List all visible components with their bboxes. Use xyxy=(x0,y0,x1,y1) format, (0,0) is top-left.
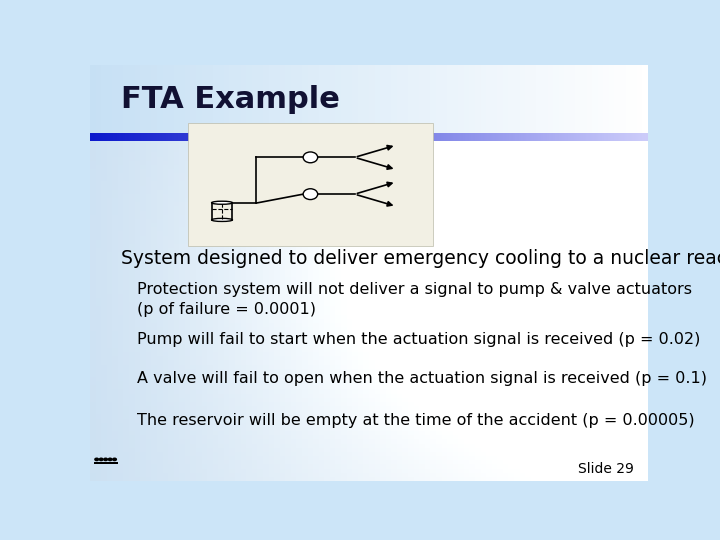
Ellipse shape xyxy=(212,201,233,204)
Circle shape xyxy=(107,457,112,461)
Circle shape xyxy=(103,457,108,461)
Text: System designed to deliver emergency cooling to a nuclear reactor.: System designed to deliver emergency coo… xyxy=(121,248,720,268)
Circle shape xyxy=(99,457,104,461)
Text: A valve will fail to open when the actuation signal is received (p = 0.1): A valve will fail to open when the actua… xyxy=(138,371,708,386)
Ellipse shape xyxy=(212,218,233,221)
Circle shape xyxy=(303,152,318,163)
Text: The reservoir will be empty at the time of the accident (p = 0.00005): The reservoir will be empty at the time … xyxy=(138,413,695,428)
Text: Pump will fail to start when the actuation signal is received (p = 0.02): Pump will fail to start when the actuati… xyxy=(138,332,701,347)
Circle shape xyxy=(112,457,117,461)
FancyBboxPatch shape xyxy=(94,462,118,464)
Circle shape xyxy=(94,457,99,461)
Text: Protection system will not deliver a signal to pump & valve actuators
(p of fail: Protection system will not deliver a sig… xyxy=(138,282,693,317)
Text: FTA Example: FTA Example xyxy=(121,85,340,113)
Circle shape xyxy=(303,189,318,200)
Text: Slide 29: Slide 29 xyxy=(578,462,634,476)
FancyBboxPatch shape xyxy=(188,123,433,246)
